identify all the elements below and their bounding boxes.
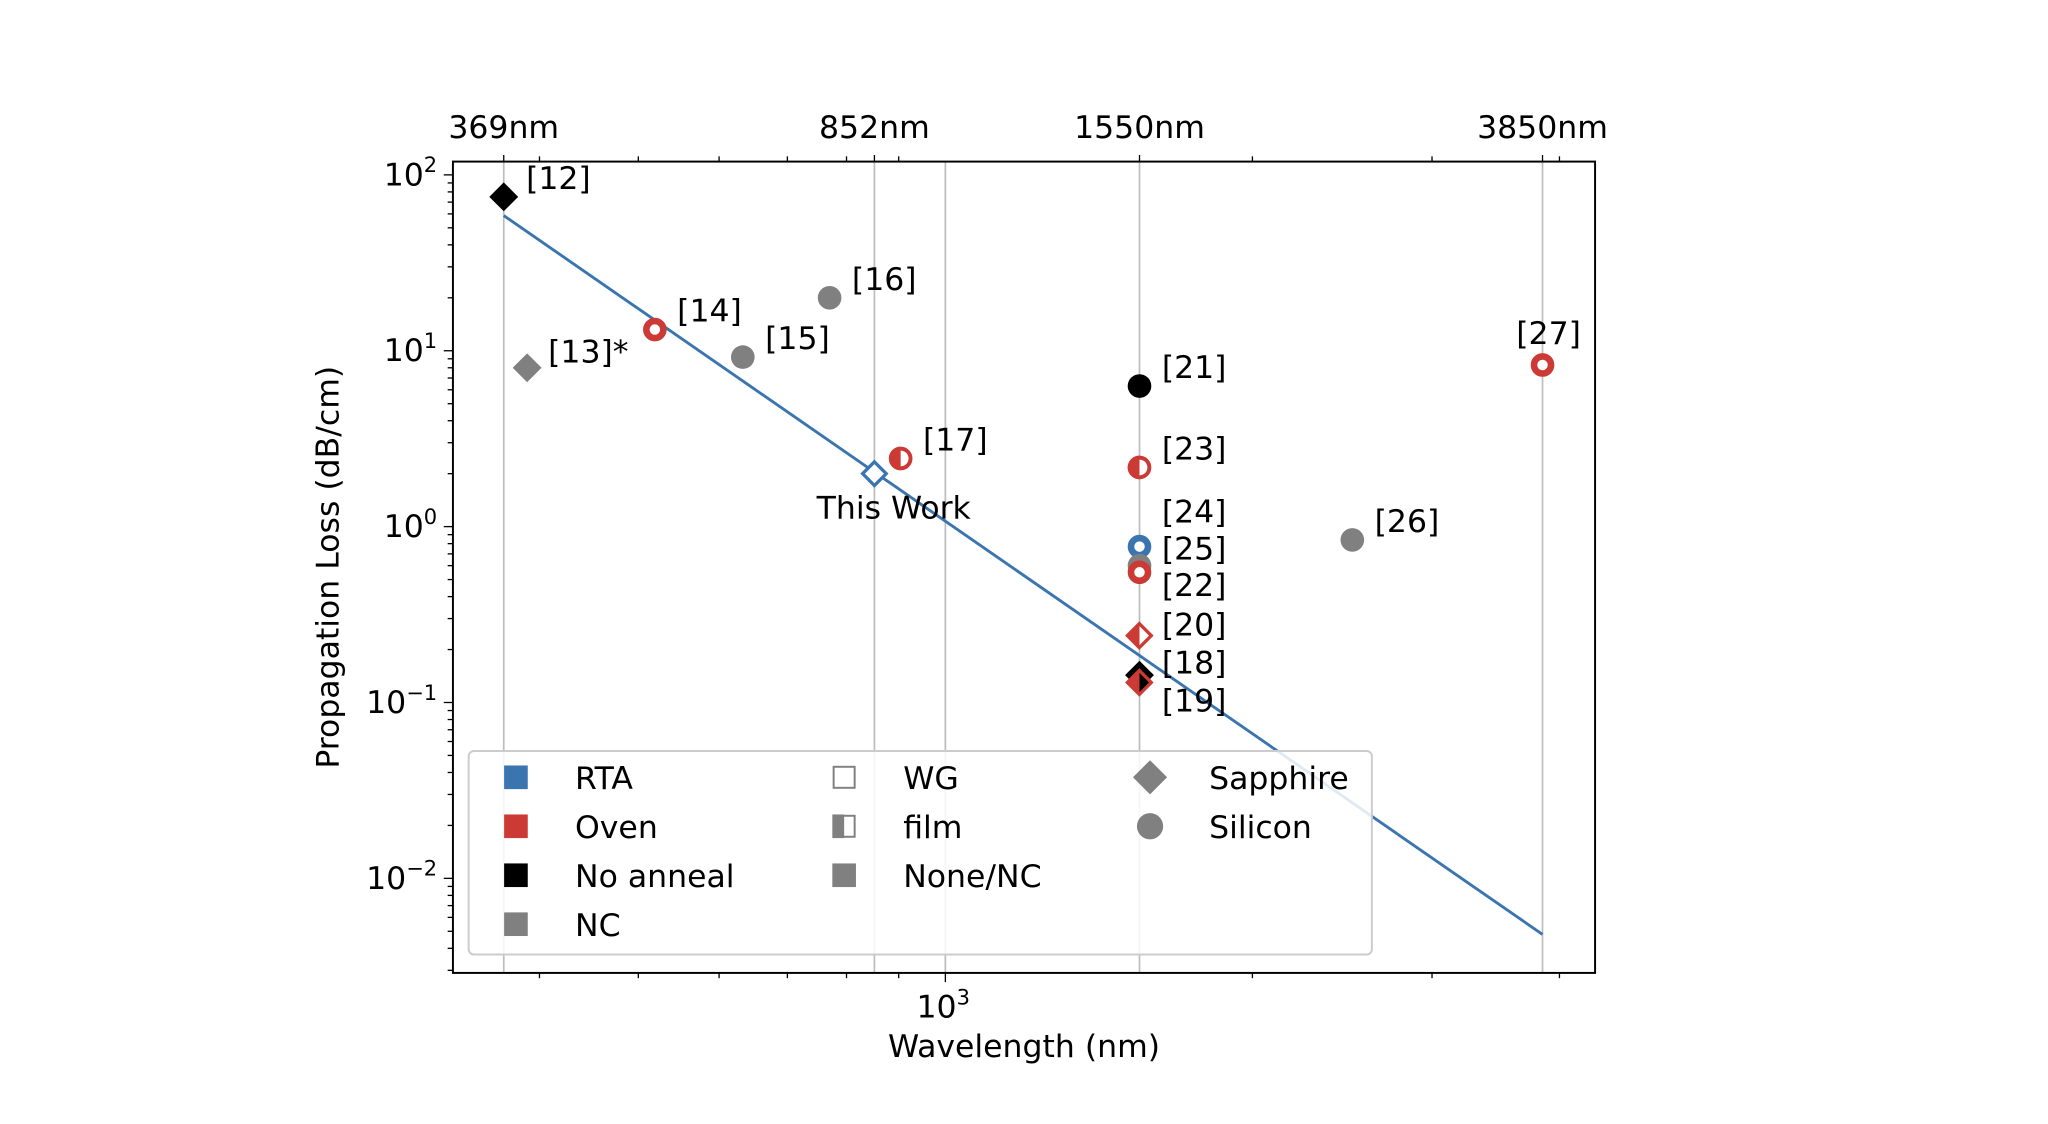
legend-label: NC [575,908,621,944]
data-points: [12] [13]* [14] [15] [16] This Work [17] [21] [2… [489,161,1581,720]
data-point: [17] [888,423,988,471]
data-point: [26] [1340,504,1440,552]
y-axis-label: Propagation Loss (dB/cm) [311,366,347,769]
y-tick-label: 100 [384,505,437,545]
legend-label: Silicon [1209,810,1312,846]
top-tick-label: 1550nm [1074,110,1205,146]
data-label: [23] [1162,432,1227,468]
data-label: [27] [1516,316,1581,352]
data-point: [16] [817,262,917,310]
ring-marker [643,317,667,342]
data-point: This Work [816,459,972,526]
data-label: [12] [526,161,591,197]
ring-marker [1127,534,1152,559]
data-label: [24] [1162,495,1227,531]
data-point: [13]* [512,335,629,383]
data-point: [27] [1516,316,1581,377]
circle-marker [730,345,755,369]
legend-label: No anneal [575,859,735,895]
legend: RTA Oven No anneal NC WG film None/NC Sapphire S… [467,750,1373,956]
axis-ticks: 369nm 852nm 1550nm 3850nm 103 102 101 100 10−1 10… [366,110,1608,1026]
data-label: [16] [852,262,917,298]
data-point: [19] [1125,668,1226,720]
data-label: [18] [1162,646,1227,682]
legend-square-icon [504,912,528,937]
top-tick-label: 3850nm [1477,110,1608,146]
x-tick-label: 103 [916,985,969,1025]
circle-marker [1127,374,1152,398]
plot-frame [451,160,1597,974]
data-label: This Work [816,490,972,526]
data-label: [25] [1162,531,1227,567]
data-point: [24] [1127,495,1227,559]
half-diamond-fill [1125,668,1140,697]
legend-open-square-icon [832,765,856,789]
data-label: [26] [1375,504,1440,540]
data-label: [15] [765,321,830,357]
data-label: [21] [1162,350,1227,386]
top-tick-label: 852nm [819,110,930,146]
data-label: [13]* [548,335,628,371]
data-point: [14] [643,294,742,342]
legend-square-icon [504,765,528,790]
legend-square-icon [832,863,856,888]
data-label: [22] [1162,568,1227,604]
data-label: [20] [1162,608,1227,644]
legend-entry: No anneal [504,859,735,895]
diamond-marker [512,353,542,383]
circle-marker [1340,528,1365,552]
legend-square-icon [504,863,528,888]
legend-box [467,750,1373,956]
legend-entry: RTA [504,761,633,797]
legend-square-icon [504,814,528,839]
legend-label: None/NC [903,859,1041,895]
legend-entry: None/NC [832,859,1042,895]
data-point: [22] [1127,560,1227,604]
legend-label: WG [903,761,959,797]
legend-label: RTA [575,761,633,797]
y-tick-label: 10−1 [366,681,437,721]
top-tick-label: 369nm [448,110,559,146]
y-tick-label: 10−2 [366,857,437,897]
legend-label: film [903,810,962,846]
legend-entry: WG [832,761,959,797]
legend-half-square-fill [832,814,845,839]
data-point: [20] [1125,608,1226,651]
y-tick-label: 102 [384,153,437,193]
x-axis-label: Wavelength (nm) [888,1029,1160,1065]
data-label: [14] [677,294,742,330]
data-point: [15] [730,321,830,369]
circle-marker [817,285,842,310]
legend-circle-icon [1136,813,1164,840]
data-point: [21] [1127,350,1227,398]
data-label: [17] [923,423,988,459]
legend-entry: Sapphire [1132,760,1349,797]
open-diamond-marker [860,459,889,488]
data-point: [23] [1127,432,1227,480]
data-point: [12] [489,161,591,212]
legend-entry: film [832,810,963,846]
half-circle-fill [1127,455,1140,480]
ring-marker [1530,353,1555,377]
half-circle-fill [888,446,901,471]
legend-entry: Oven [504,810,658,846]
diamond-marker [489,182,519,212]
legend-diamond-icon [1132,760,1168,795]
y-tick-label: 101 [384,329,437,369]
legend-entry: Silicon [1136,810,1312,846]
legend-entry: NC [504,908,621,944]
data-label: [19] [1162,684,1227,720]
ring-marker [1127,560,1152,585]
legend-label: Sapphire [1209,761,1349,797]
half-diamond-fill [1125,621,1140,651]
legend-label: Oven [575,810,658,846]
